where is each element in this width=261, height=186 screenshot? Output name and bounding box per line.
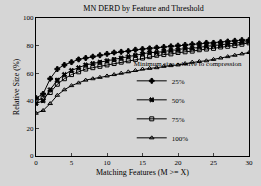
svg-text:50%: 50%	[172, 97, 185, 105]
svg-text:40: 40	[27, 97, 35, 105]
svg-text:0: 0	[30, 152, 34, 160]
svg-text:Minimum size relative to compr: Minimum size relative to compression	[134, 60, 242, 68]
svg-text:30: 30	[246, 159, 254, 167]
svg-text:75%: 75%	[172, 116, 185, 124]
svg-text:10: 10	[104, 159, 112, 167]
svg-text:100: 100	[23, 14, 34, 22]
svg-text:0: 0	[34, 159, 38, 167]
svg-text:100%: 100%	[172, 135, 189, 143]
svg-text:20: 20	[175, 159, 183, 167]
svg-text:25: 25	[210, 159, 218, 167]
svg-text:Matching Features (M >= X): Matching Features (M >= X)	[96, 168, 189, 177]
svg-text:15: 15	[139, 159, 147, 167]
svg-text:MN DERD by Feature and Thresho: MN DERD by Feature and Threshold	[83, 4, 204, 13]
svg-text:80: 80	[27, 42, 35, 50]
svg-text:5: 5	[70, 159, 74, 167]
svg-text:25%: 25%	[172, 78, 185, 86]
svg-text:Relative Size (%): Relative Size (%)	[12, 58, 21, 115]
svg-text:20: 20	[27, 125, 35, 133]
svg-text:60: 60	[27, 70, 35, 78]
